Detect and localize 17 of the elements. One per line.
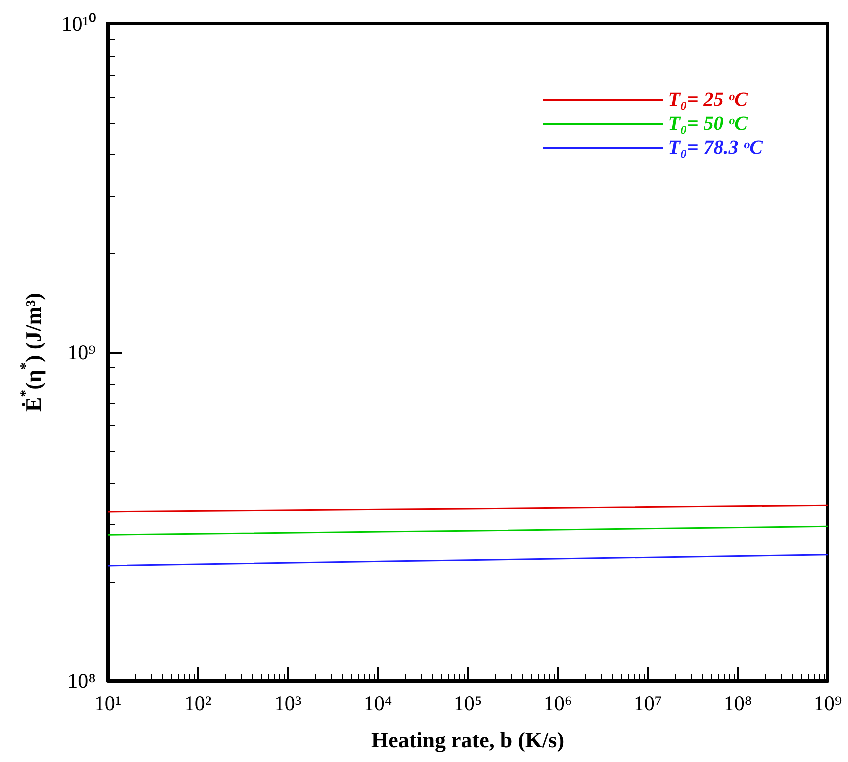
text: T₀= 78.3 ᵒC — [668, 137, 764, 159]
y-tick-label: 10⁸ — [68, 669, 96, 693]
y-tick-label: 10¹⁰ — [62, 12, 96, 36]
x-tick-label: 10⁶ — [544, 692, 572, 716]
y-axis-title: Ė*(η*) (J/m³) — [18, 292, 46, 412]
x-tick-label: 10⁹ — [814, 692, 842, 716]
x-tick-label: 10³ — [274, 692, 302, 716]
text: T₀= 50 ᵒC — [668, 113, 749, 135]
x-tick-label: 10¹ — [94, 692, 122, 716]
x-tick-label: 10⁴ — [364, 692, 392, 716]
x-tick-label: 10² — [184, 692, 212, 716]
x-tick-label: 10⁵ — [454, 692, 482, 716]
x-tick-label: 10⁸ — [724, 692, 752, 716]
x-axis-title: Heating rate, b (K/s) — [371, 728, 565, 752]
x-tick-label: 10⁷ — [634, 692, 662, 716]
y-tick-label: 10⁹ — [68, 340, 96, 364]
text: T₀= 25 ᵒC — [668, 89, 749, 111]
